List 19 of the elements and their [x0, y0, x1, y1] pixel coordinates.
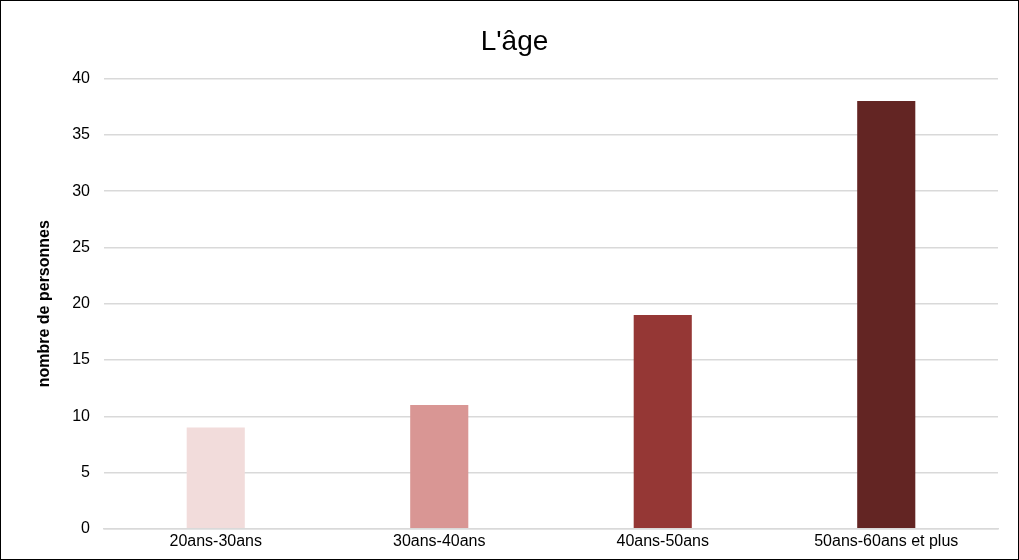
y-tick-label: 25 [72, 237, 91, 255]
y-tick-label: 10 [72, 406, 91, 424]
bar [857, 101, 916, 529]
y-tick-label: 5 [81, 462, 91, 480]
y-tick-label: 20 [72, 294, 91, 312]
y-axis-title: nombre de personnes [35, 220, 53, 388]
x-tick-label: 30ans-40ans [392, 531, 486, 549]
y-tick-label: 40 [72, 69, 91, 87]
y-tick-label: 15 [72, 350, 91, 368]
x-tick-label: 40ans-50ans [616, 531, 710, 549]
y-tick-label: 35 [72, 125, 91, 143]
y-tick-label: 0 [81, 519, 91, 537]
bar [633, 314, 692, 529]
x-tick-label: 50ans-60ans et plus [814, 531, 959, 549]
bar [410, 405, 469, 529]
chart-title: L'âge [480, 24, 549, 56]
bar [186, 427, 245, 529]
y-tick-label: 30 [72, 181, 91, 199]
x-tick-label: 20ans-30ans [169, 531, 263, 549]
